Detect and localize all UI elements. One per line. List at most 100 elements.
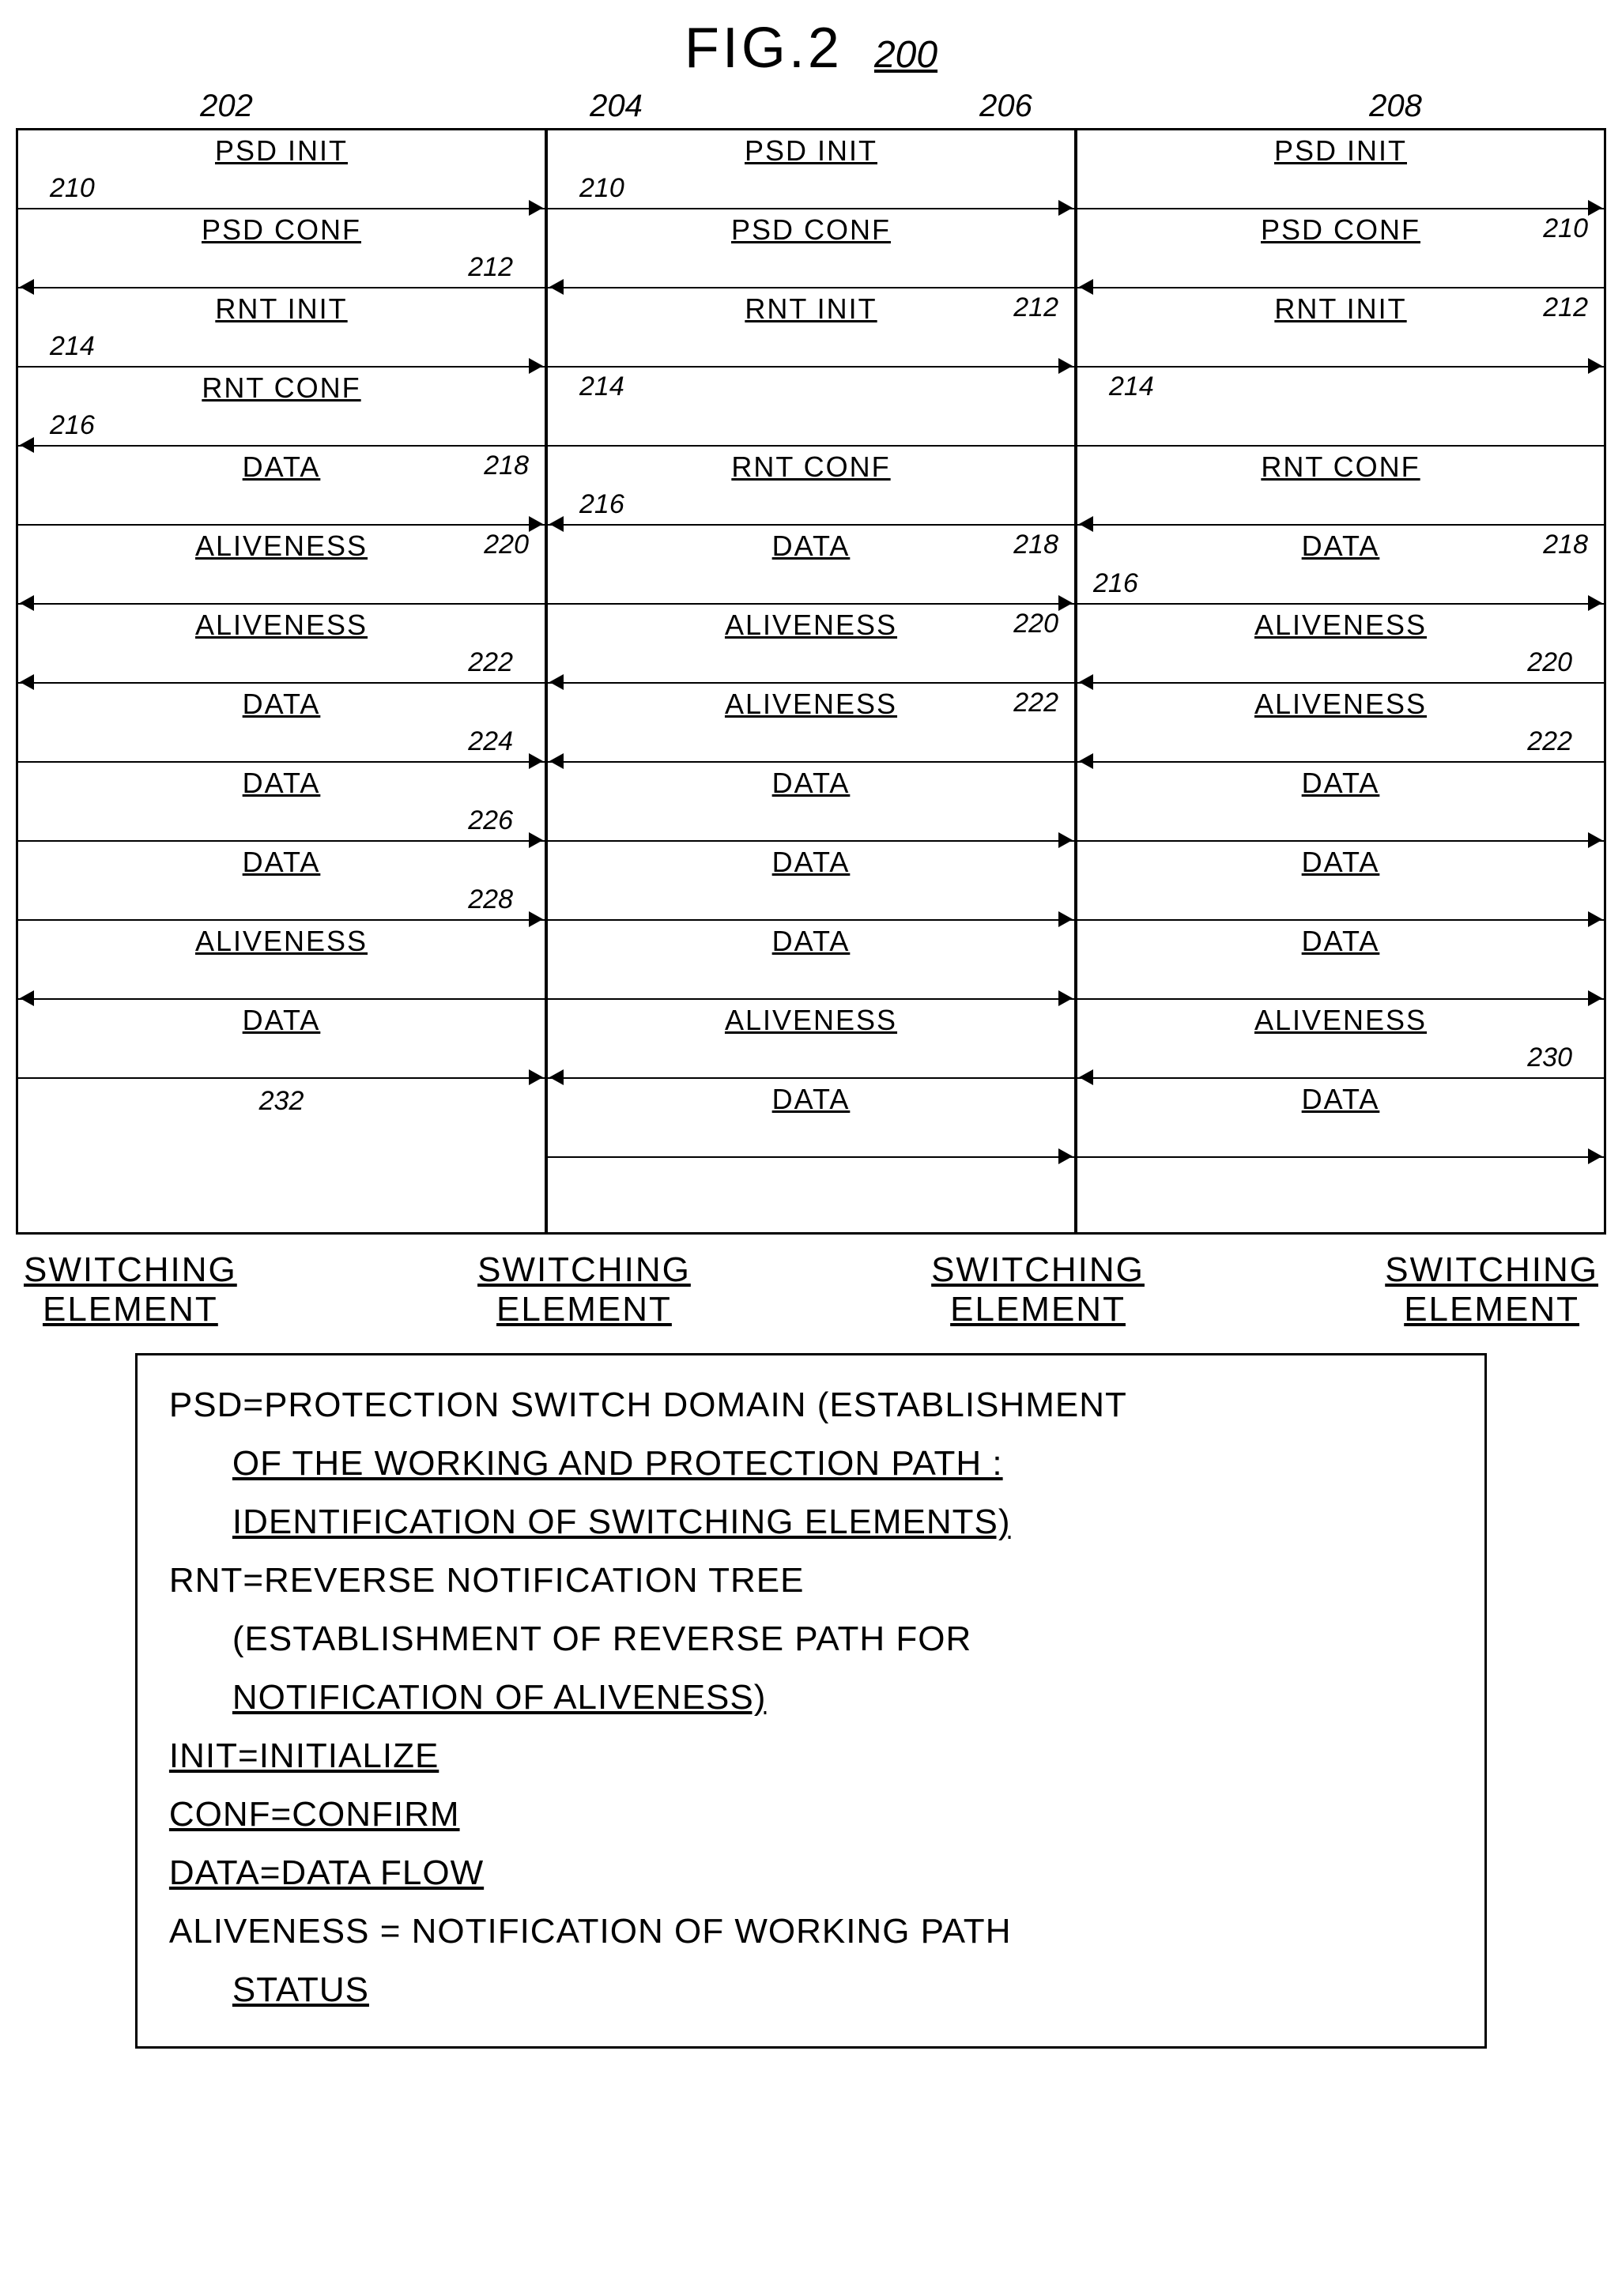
message-row: DATA: [548, 842, 1074, 921]
message-row: PSD CONF 212: [18, 209, 545, 288]
message-row: PSD CONF: [548, 209, 1074, 288]
message-row: DATA: [548, 1079, 1074, 1158]
message-row: ALIVENESS 220: [548, 605, 1074, 684]
message-label: DATA: [243, 846, 321, 879]
message-label: DATA: [1302, 1083, 1380, 1116]
message-label: RNT CONF: [202, 371, 360, 405]
message-label: RNT INIT: [745, 292, 877, 326]
reference-number: 230: [1527, 1042, 1572, 1073]
ref-206: 206: [811, 89, 1201, 124]
column-3: PSD INIT PSD CONF 210 RNT INIT 212 214 RNT CON…: [1077, 130, 1604, 1232]
reference-number: 214: [1109, 371, 1154, 402]
message-label: DATA: [772, 1083, 851, 1116]
message-row: RNT CONF: [1077, 447, 1604, 526]
message-row: 214: [1077, 368, 1604, 447]
message-row: DATA 218: [548, 526, 1074, 605]
message-row: ALIVENESS 220: [1077, 605, 1604, 684]
message-label: DATA: [243, 1004, 321, 1037]
reference-number: 228: [468, 884, 513, 915]
message-row: ALIVENESS220: [18, 526, 545, 605]
reference-number: 220: [1013, 609, 1058, 639]
message-label: DATA: [772, 925, 851, 958]
message-label: ALIVENESS: [195, 609, 368, 642]
message-row: DATA: [548, 763, 1074, 842]
reference-number: 224: [468, 726, 513, 757]
figure-container: FIG.2 200 202 204 206 208 PSD INIT210PSD…: [16, 16, 1606, 2049]
message-row: RNT INIT214: [18, 288, 545, 368]
legend-conf: CONF=CONFIRM: [169, 1789, 1453, 1841]
column-2: PSD INIT210PSD CONFRNT INIT212214RNT CON…: [548, 130, 1077, 1232]
reference-number: 212: [468, 252, 513, 283]
message-label: DATA: [772, 846, 851, 879]
message-label: DATA: [1302, 530, 1380, 563]
message-row: RNT CONF216: [18, 368, 545, 447]
figure-title: FIG.2: [685, 16, 843, 81]
switching-element-2: SWITCHINGELEMENT: [477, 1250, 691, 1329]
message-label: PSD CONF: [731, 213, 891, 247]
message-row: ALIVENESS: [548, 1000, 1074, 1079]
ref-204: 204: [421, 89, 811, 124]
message-label: PSD INIT: [745, 134, 877, 168]
message-label: DATA: [772, 767, 851, 800]
message-label: RNT INIT: [1274, 292, 1406, 326]
legend-psd3: IDENTIFICATION OF SWITCHING ELEMENTS): [169, 1496, 1453, 1548]
message-row: PSD INIT210: [548, 130, 1074, 209]
reference-number: 214: [50, 331, 95, 362]
reference-number: 218: [1543, 530, 1588, 560]
legend-aliveness2: STATUS: [169, 1964, 1453, 2016]
message-label: ALIVENESS: [1254, 609, 1427, 642]
message-row: PSD INIT210: [18, 130, 545, 209]
message-row: DATA232: [18, 1000, 545, 1079]
message-label: DATA: [1302, 925, 1380, 958]
bottom-labels: SWITCHINGELEMENT SWITCHINGELEMENT SWITCH…: [16, 1250, 1606, 1329]
message-label: RNT CONF: [731, 451, 890, 484]
message-label: PSD INIT: [1274, 134, 1407, 168]
message-row: DATA: [1077, 842, 1604, 921]
message-row: DATA: [548, 921, 1074, 1000]
message-row: RNT INIT 212: [548, 288, 1074, 368]
message-row: ALIVENESS 230: [1077, 1000, 1604, 1079]
reference-number: 220: [1527, 647, 1572, 678]
message-label: ALIVENESS: [725, 609, 897, 642]
message-label: PSD CONF: [1261, 213, 1420, 247]
legend-psd2: OF THE WORKING AND PROTECTION PATH :: [169, 1438, 1453, 1490]
message-row: PSD CONF 210: [1077, 209, 1604, 288]
message-label: DATA: [243, 451, 321, 484]
reference-number: 212: [1543, 292, 1588, 323]
reference-number: 222: [1527, 726, 1572, 757]
element-refs-row: 202 204 206 208: [16, 89, 1606, 124]
reference-number: 226: [468, 805, 513, 836]
message-label: DATA: [1302, 846, 1380, 879]
message-label: DATA: [772, 530, 851, 563]
message-label: ALIVENESS: [725, 688, 897, 721]
reference-number: 218: [484, 451, 529, 481]
legend-rnt: RNT=REVERSE NOTIFICATION TREE: [169, 1555, 1453, 1607]
reference-number: 216: [579, 489, 624, 520]
reference-number: 210: [1543, 213, 1588, 244]
reference-number: 232: [259, 1086, 304, 1117]
column-1: PSD INIT210 PSD CONF 212 RNT INIT214RNT CON…: [18, 130, 548, 1232]
message-row: DATA 218: [18, 447, 545, 526]
message-label: ALIVENESS: [1254, 1004, 1427, 1037]
legend-aliveness: ALIVENESS = NOTIFICATION OF WORKING PATH: [169, 1906, 1453, 1958]
reference-number: 212: [1013, 292, 1058, 323]
message-row: DATA: [1077, 921, 1604, 1000]
message-row: PSD INIT: [1077, 130, 1604, 209]
legend-rnt2: (ESTABLISHMENT OF REVERSE PATH FOR: [169, 1613, 1453, 1665]
message-row: ALIVENESS: [18, 921, 545, 1000]
message-row: DATA218216: [1077, 526, 1604, 605]
message-row: DATA: [1077, 763, 1604, 842]
message-row: ALIVENESS222: [1077, 684, 1604, 763]
ref-202: 202: [32, 89, 421, 124]
message-row: DATA224: [18, 684, 545, 763]
reference-number: 222: [468, 647, 513, 678]
message-label: DATA: [243, 767, 321, 800]
reference-number: 218: [1013, 530, 1058, 560]
reference-number: 220: [484, 530, 529, 560]
ref-208: 208: [1201, 89, 1590, 124]
message-label: PSD INIT: [215, 134, 348, 168]
message-label: ALIVENESS: [195, 925, 368, 958]
message-label: PSD CONF: [202, 213, 361, 247]
legend-data: DATA=DATA FLOW: [169, 1847, 1453, 1899]
reference-number: 222: [1013, 688, 1058, 718]
